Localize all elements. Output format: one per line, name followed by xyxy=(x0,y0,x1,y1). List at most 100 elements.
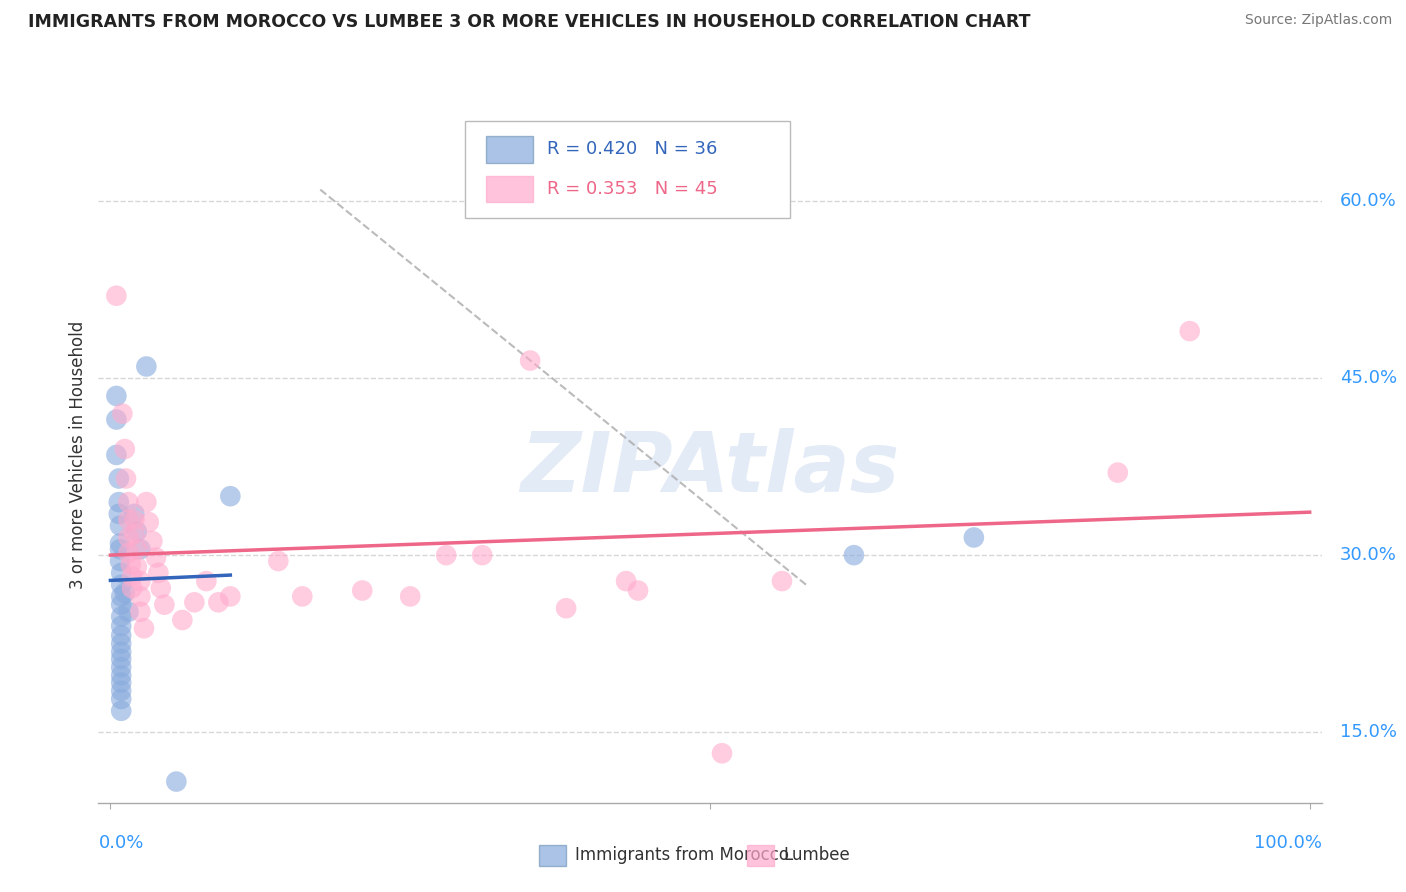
Point xyxy=(842,548,865,562)
Bar xyxy=(538,846,565,866)
Text: Immigrants from Morocco: Immigrants from Morocco xyxy=(575,846,790,864)
Point xyxy=(291,590,314,604)
Point xyxy=(110,598,132,612)
Point xyxy=(434,548,457,562)
Bar xyxy=(486,176,533,202)
FancyBboxPatch shape xyxy=(465,121,790,219)
Point xyxy=(1107,466,1129,480)
Point xyxy=(110,637,132,651)
Point xyxy=(105,448,128,462)
Point xyxy=(120,558,142,572)
Point xyxy=(1178,324,1201,338)
Point xyxy=(117,495,139,509)
Point xyxy=(555,601,578,615)
Point xyxy=(111,407,134,421)
Point xyxy=(124,513,146,527)
Text: IMMIGRANTS FROM MOROCCO VS LUMBEE 3 OR MORE VEHICLES IN HOUSEHOLD CORRELATION CH: IMMIGRANTS FROM MOROCCO VS LUMBEE 3 OR M… xyxy=(28,13,1031,31)
Point xyxy=(195,574,218,588)
Y-axis label: 3 or more Vehicles in Household: 3 or more Vehicles in Household xyxy=(69,321,87,589)
Point xyxy=(471,548,494,562)
Point xyxy=(105,389,128,403)
Point xyxy=(138,515,160,529)
Point xyxy=(110,652,132,666)
Point xyxy=(267,554,290,568)
Point xyxy=(110,609,132,624)
Point xyxy=(110,668,132,682)
Text: 100.0%: 100.0% xyxy=(1254,834,1322,852)
Text: Lumbee: Lumbee xyxy=(783,846,851,864)
Point xyxy=(108,536,131,550)
Point xyxy=(108,507,129,521)
Point xyxy=(711,746,734,760)
Point xyxy=(110,577,132,591)
Text: 0.0%: 0.0% xyxy=(98,834,143,852)
Point xyxy=(108,471,129,485)
Point xyxy=(129,605,152,619)
Point xyxy=(399,590,422,604)
Point xyxy=(124,507,146,521)
Text: 30.0%: 30.0% xyxy=(1340,546,1398,564)
Bar xyxy=(486,136,533,162)
Text: R = 0.420   N = 36: R = 0.420 N = 36 xyxy=(547,140,717,159)
Point xyxy=(135,495,157,509)
Point xyxy=(114,442,136,456)
Point xyxy=(117,531,139,545)
Point xyxy=(132,621,155,635)
Point xyxy=(114,586,136,600)
Point xyxy=(165,774,187,789)
Point xyxy=(963,531,986,545)
Point xyxy=(148,566,170,580)
Point xyxy=(105,412,128,426)
Point xyxy=(149,581,172,595)
Bar xyxy=(747,846,773,866)
Point xyxy=(110,683,132,698)
Point xyxy=(125,542,148,557)
Point xyxy=(153,598,176,612)
Point xyxy=(115,471,138,485)
Point xyxy=(145,550,167,565)
Text: ZIPAtlas: ZIPAtlas xyxy=(520,428,900,509)
Point xyxy=(110,675,132,690)
Point xyxy=(117,513,139,527)
Point xyxy=(117,605,139,619)
Text: Source: ZipAtlas.com: Source: ZipAtlas.com xyxy=(1244,13,1392,28)
Point xyxy=(110,619,132,633)
Point xyxy=(105,289,128,303)
Point xyxy=(219,489,242,503)
Text: 15.0%: 15.0% xyxy=(1340,723,1398,741)
Point xyxy=(614,574,637,588)
Point xyxy=(352,583,374,598)
Point xyxy=(125,524,148,539)
Point xyxy=(627,583,650,598)
Point xyxy=(125,560,148,574)
Point xyxy=(141,534,163,549)
Point xyxy=(770,574,793,588)
Point xyxy=(121,569,143,583)
Point xyxy=(108,518,131,533)
Point xyxy=(108,495,129,509)
Point xyxy=(121,581,143,595)
Point xyxy=(172,613,194,627)
Point xyxy=(129,574,152,588)
Point xyxy=(110,692,132,706)
Text: R = 0.353   N = 45: R = 0.353 N = 45 xyxy=(547,180,718,198)
Point xyxy=(207,595,229,609)
Point xyxy=(108,554,131,568)
Point xyxy=(110,566,132,580)
Point xyxy=(519,353,541,368)
Point xyxy=(183,595,205,609)
Point xyxy=(124,527,146,541)
Point xyxy=(135,359,157,374)
Point xyxy=(117,546,139,560)
Point xyxy=(108,542,131,557)
Point xyxy=(110,590,132,604)
Point xyxy=(110,628,132,642)
Point xyxy=(129,542,152,557)
Point xyxy=(129,590,152,604)
Point xyxy=(110,704,132,718)
Point xyxy=(110,645,132,659)
Point xyxy=(219,590,242,604)
Point xyxy=(110,660,132,674)
Text: 45.0%: 45.0% xyxy=(1340,369,1398,387)
Text: 60.0%: 60.0% xyxy=(1340,193,1396,211)
